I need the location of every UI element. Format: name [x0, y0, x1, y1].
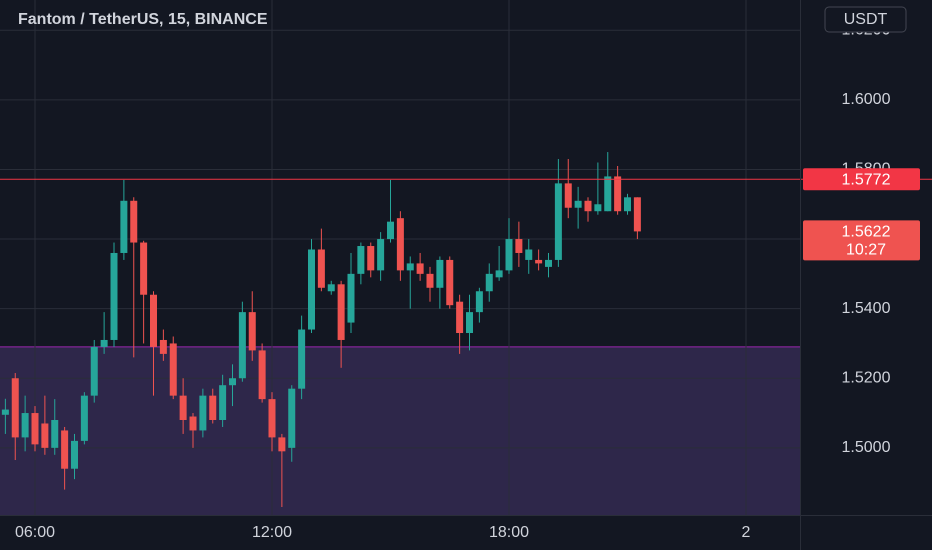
y-tick-label: 1.5200: [842, 369, 891, 386]
candle-body: [11, 378, 19, 438]
candle-body: [298, 329, 306, 389]
alert-label: 1.5772: [842, 171, 891, 188]
candle-body: [21, 413, 29, 438]
candle-body: [238, 312, 246, 379]
candle-body: [307, 249, 315, 330]
x-tick-label: 18:00: [489, 524, 529, 541]
candle-body: [525, 249, 533, 260]
candle-body: [278, 437, 286, 452]
candle-body: [406, 263, 414, 271]
x-tick-label: 2: [742, 524, 751, 541]
candle-body: [466, 312, 474, 334]
candle-body: [624, 197, 632, 212]
candle-body: [248, 312, 256, 351]
y-tick-label: 1.5400: [842, 300, 891, 317]
candle-body: [604, 176, 612, 212]
x-tick-label: 06:00: [15, 524, 55, 541]
currency-button[interactable]: [824, 6, 907, 33]
candle-body: [228, 378, 236, 386]
candle-body: [545, 259, 553, 267]
candle-body: [535, 259, 543, 264]
candle-body: [317, 249, 325, 288]
candle-body: [495, 270, 503, 278]
candle-body: [219, 385, 227, 421]
candle-body: [357, 246, 365, 274]
last-price-box: [803, 220, 920, 261]
candle-body: [327, 284, 335, 292]
alert-label-box: [803, 168, 920, 191]
candle-body: [110, 252, 118, 340]
candle-body: [446, 259, 454, 306]
candle-body: [633, 197, 641, 232]
chart-title: Fantom / TetherUS, 15, BINANCE: [18, 11, 268, 28]
candle-body: [199, 395, 207, 431]
countdown-label: 10:27: [846, 242, 886, 259]
x-tick-label: 12:00: [252, 524, 292, 541]
candle-body: [169, 343, 177, 396]
last-price-label: 1.5622: [842, 224, 891, 241]
candle-body: [149, 294, 157, 347]
y-tick-label: 1.5000: [842, 439, 891, 456]
candle-body: [396, 218, 404, 271]
candle-body: [337, 284, 345, 340]
candle-body: [159, 339, 167, 354]
candle-body: [120, 200, 128, 253]
candle-body: [70, 440, 78, 469]
candle-body: [387, 221, 395, 240]
candle-body: [51, 420, 59, 448]
candle-body: [268, 399, 276, 438]
candle-body: [554, 183, 562, 260]
candle-body: [100, 339, 108, 347]
candle-body: [130, 200, 138, 243]
candle-body: [189, 416, 197, 431]
candle-body: [426, 273, 434, 288]
candle-body: [140, 242, 148, 295]
candle-body: [416, 263, 424, 274]
candle-body: [90, 346, 98, 396]
candle-body: [515, 239, 523, 253]
candle-body: [209, 395, 217, 421]
candle-body: [436, 259, 444, 288]
candle-body: [367, 246, 375, 271]
candle-body: [614, 176, 622, 212]
candle-body: [377, 239, 385, 271]
candle-body: [574, 200, 582, 208]
y-tick-label: 1.6000: [842, 91, 891, 108]
candle-body: [1, 409, 9, 415]
candle-body: [258, 350, 266, 400]
candle-body: [485, 273, 493, 292]
candle-body: [594, 204, 602, 212]
candle-body: [505, 239, 513, 271]
candle-body: [41, 423, 49, 448]
candle-body: [564, 183, 572, 208]
currency-label: USDT: [844, 11, 888, 28]
candle-body: [456, 301, 464, 334]
candle-body: [61, 430, 69, 469]
candle-body: [584, 200, 592, 212]
candle-body: [347, 273, 355, 323]
zone: [0, 346, 800, 515]
candle-body: [475, 291, 483, 313]
candle-body: [179, 395, 187, 421]
candle-body: [288, 388, 296, 448]
candle-body: [31, 413, 39, 445]
candle-body: [80, 395, 88, 441]
